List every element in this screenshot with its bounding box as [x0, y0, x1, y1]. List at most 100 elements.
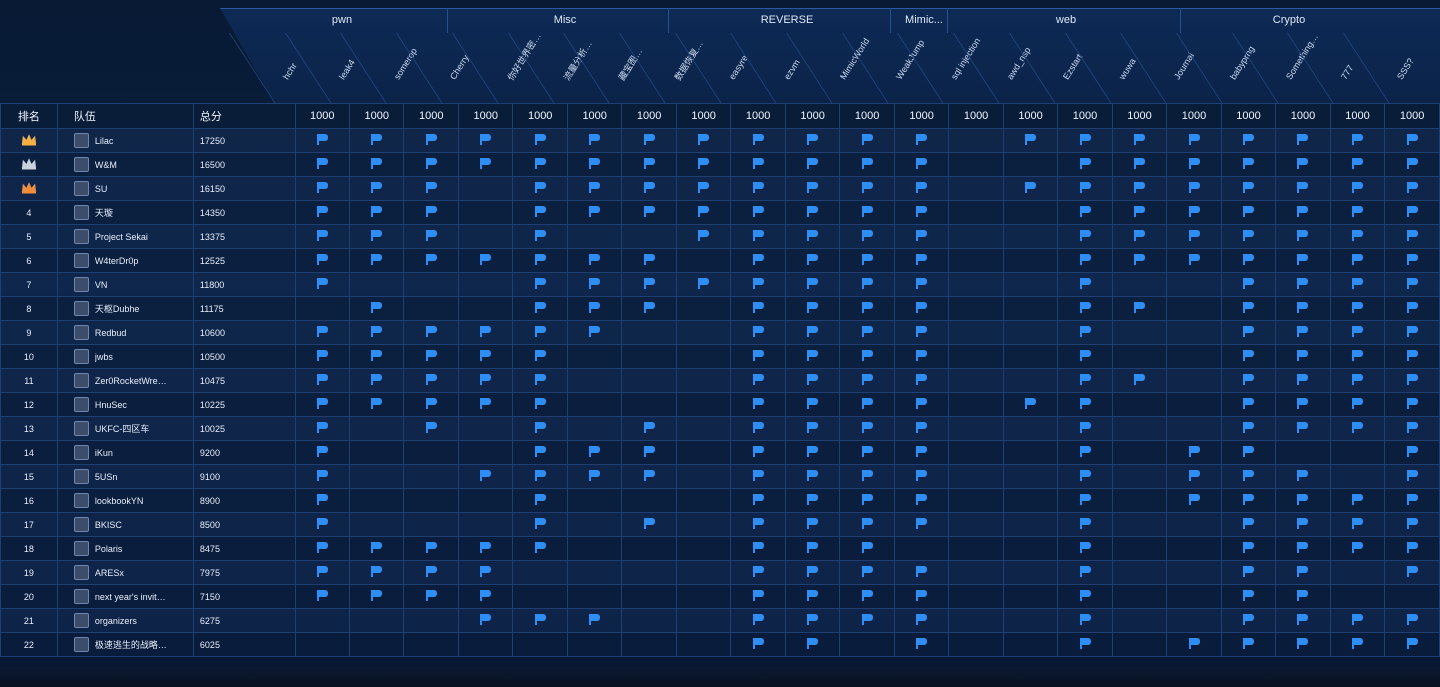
- table-row[interactable]: 18 Polaris 8475: [0, 536, 1440, 561]
- flag-icon: [316, 253, 329, 266]
- team-cell[interactable]: BKISC: [56, 512, 194, 537]
- team-cell[interactable]: UKFC-四区车: [56, 416, 194, 441]
- team-avatar: [73, 373, 89, 388]
- flag-icon: [1079, 517, 1092, 530]
- team-name[interactable]: ARESx: [94, 567, 124, 578]
- team-cell[interactable]: 天璇: [56, 200, 194, 225]
- team-name[interactable]: W4terDr0p: [94, 255, 139, 266]
- table-row[interactable]: SU 16150: [0, 176, 1440, 201]
- team-cell[interactable]: Redbud: [56, 320, 194, 345]
- table-row[interactable]: 15 5USn 9100: [0, 464, 1440, 489]
- team-cell[interactable]: Lilac: [56, 128, 194, 153]
- team-name[interactable]: UKFC-四区车: [94, 424, 150, 434]
- solve-cell: [457, 512, 514, 537]
- team-cell[interactable]: organizers: [56, 608, 194, 633]
- flag-icon: [370, 349, 383, 362]
- team-name[interactable]: Lilac: [94, 135, 114, 146]
- table-row[interactable]: 21 organizers 6275: [0, 608, 1440, 633]
- team-cell[interactable]: iKun: [56, 440, 194, 465]
- solve-cell: [512, 464, 568, 489]
- team-cell[interactable]: 天枢Dubhe: [56, 296, 194, 321]
- flag-icon: [806, 325, 819, 338]
- flag-icon: [370, 589, 383, 602]
- team-cell[interactable]: jwbs: [56, 344, 194, 369]
- table-row[interactable]: 9 Redbud 10600: [0, 320, 1440, 345]
- table-row[interactable]: 19 ARESx 7975: [0, 560, 1440, 585]
- table-row[interactable]: 10 jwbs 10500: [0, 344, 1440, 369]
- solve-cell: [1329, 536, 1386, 561]
- table-row[interactable]: 17 BKISC 8500: [0, 512, 1440, 537]
- team-cell[interactable]: ARESx: [56, 560, 194, 585]
- table-row[interactable]: 5 Project Sekai 13375: [0, 224, 1440, 249]
- score-column-header[interactable]: 总分: [192, 103, 296, 129]
- flag-icon: [370, 157, 383, 170]
- team-cell[interactable]: HnuSec: [56, 392, 194, 417]
- solve-cell: [948, 488, 1004, 513]
- solve-cell: [1220, 344, 1277, 369]
- team-name[interactable]: Zer0RocketWre…: [94, 375, 167, 386]
- horizontal-scrollbar[interactable]: [0, 667, 1440, 687]
- team-name[interactable]: Redbud: [94, 327, 127, 338]
- team-info: Zer0RocketWre…: [58, 373, 192, 388]
- table-row[interactable]: 20 next year's invit… 7150: [0, 584, 1440, 609]
- team-cell[interactable]: 极速逃生的战略…: [56, 632, 194, 657]
- team-cell[interactable]: 5USn: [56, 464, 194, 489]
- team-name[interactable]: W&M: [94, 159, 117, 170]
- team-column-header[interactable]: 队伍: [56, 103, 194, 129]
- team-cell[interactable]: Polaris: [56, 536, 194, 561]
- solve-cell: [1275, 200, 1331, 225]
- team-cell[interactable]: SU: [56, 176, 194, 201]
- flag-icon: [1242, 469, 1255, 482]
- team-name[interactable]: 天枢Dubhe: [94, 304, 140, 314]
- team-name[interactable]: iKun: [94, 447, 113, 458]
- table-row[interactable]: 14 iKun 9200: [0, 440, 1440, 465]
- rank-column-header[interactable]: 排名: [0, 103, 58, 129]
- flag-icon: [534, 253, 547, 266]
- team-name[interactable]: Project Sekai: [94, 231, 148, 242]
- table-row[interactable]: 4 天璇 14350: [0, 200, 1440, 225]
- solve-cell: [1002, 392, 1059, 417]
- table-row[interactable]: Lilac 17250: [0, 128, 1440, 153]
- team-cell[interactable]: Project Sekai: [56, 224, 194, 249]
- solve-cell: [1220, 128, 1277, 153]
- team-info: 天枢Dubhe: [58, 301, 192, 316]
- team-name[interactable]: 极速逃生的战略…: [94, 640, 167, 650]
- team-cell[interactable]: lookbookYN: [56, 488, 194, 513]
- flag-icon: [1296, 301, 1309, 314]
- team-name[interactable]: HnuSec: [94, 399, 127, 410]
- team-name[interactable]: SU: [94, 183, 108, 194]
- team-name[interactable]: BKISC: [94, 519, 122, 530]
- solve-cell: [1002, 512, 1059, 537]
- table-row[interactable]: 7 VN 11800: [0, 272, 1440, 297]
- team-name[interactable]: VN: [94, 279, 108, 290]
- team-name[interactable]: organizers: [94, 615, 137, 626]
- solve-cell: [1057, 560, 1113, 585]
- solve-cell: [621, 440, 677, 465]
- solve-cell: [893, 344, 950, 369]
- table-row[interactable]: 6 W4terDr0p 12525: [0, 248, 1440, 273]
- table-row[interactable]: 16 lookbookYN 8900: [0, 488, 1440, 513]
- table-row[interactable]: 11 Zer0RocketWre… 10475: [0, 368, 1440, 393]
- team-name[interactable]: jwbs: [94, 351, 113, 362]
- table-row[interactable]: W&M 16500: [0, 152, 1440, 177]
- team-cell[interactable]: W4terDr0p: [56, 248, 194, 273]
- table-row[interactable]: 8 天枢Dubhe 11175: [0, 296, 1440, 321]
- team-score: 9200: [192, 440, 296, 465]
- solve-cell: [294, 560, 351, 585]
- flag-icon: [1133, 205, 1146, 218]
- team-cell[interactable]: VN: [56, 272, 194, 297]
- team-name[interactable]: lookbookYN: [94, 495, 144, 506]
- team-name[interactable]: 5USn: [94, 471, 118, 482]
- solve-cell: [403, 128, 459, 153]
- team-cell[interactable]: Zer0RocketWre…: [56, 368, 194, 393]
- solve-cell: [403, 416, 459, 441]
- team-name[interactable]: 天璇: [94, 208, 113, 218]
- team-cell[interactable]: W&M: [56, 152, 194, 177]
- team-name[interactable]: next year's invit…: [94, 591, 166, 602]
- team-name[interactable]: Polaris: [94, 543, 123, 554]
- table-row[interactable]: 12 HnuSec 10225: [0, 392, 1440, 417]
- solve-cell: [403, 512, 459, 537]
- team-cell[interactable]: next year's invit…: [56, 584, 194, 609]
- table-row[interactable]: 13 UKFC-四区车 10025: [0, 416, 1440, 441]
- table-row[interactable]: 22 极速逃生的战略… 6025: [0, 632, 1440, 657]
